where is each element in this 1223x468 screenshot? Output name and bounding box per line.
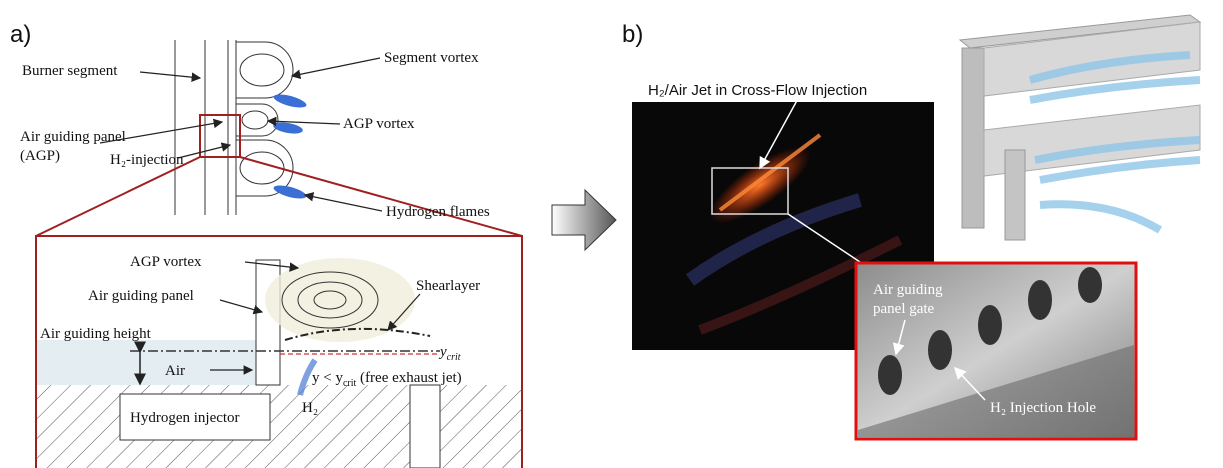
label: Air [165,363,185,379]
transition-arrow [552,190,616,250]
label: Burner segment [22,63,118,79]
label: panel gate [873,301,935,317]
label: AGP vortex [130,254,202,270]
caption: H₂/Air Jet in Cross-Flow Injection [648,82,867,99]
label: H₂ Injection Hole [990,400,1096,416]
label: Air guiding height [40,326,152,342]
label: Air guiding panel [88,288,194,304]
label: Segment vortex [384,50,479,66]
label: Air guiding [873,282,943,298]
label: Air guiding panel [20,129,126,145]
figure: a) Burner segment Segment vortex Air gui… [0,0,1223,468]
cad-rendering [960,15,1200,240]
label: H₂ [302,400,318,416]
label: Hydrogen flames [386,204,490,220]
panel-label: a) [10,21,31,48]
panel-label: b) [622,21,643,48]
burner-diagram: Burner segment Segment vortex Air guidin… [20,40,522,236]
label: (AGP) [20,148,60,164]
label: AGP vortex [343,116,415,132]
label: H₂-injection [110,152,184,168]
agp-inset: AGP vortex Air guiding panel Shearlayer … [36,236,522,468]
label: Hydrogen injector [130,410,240,426]
label: Shearlayer [416,278,480,294]
